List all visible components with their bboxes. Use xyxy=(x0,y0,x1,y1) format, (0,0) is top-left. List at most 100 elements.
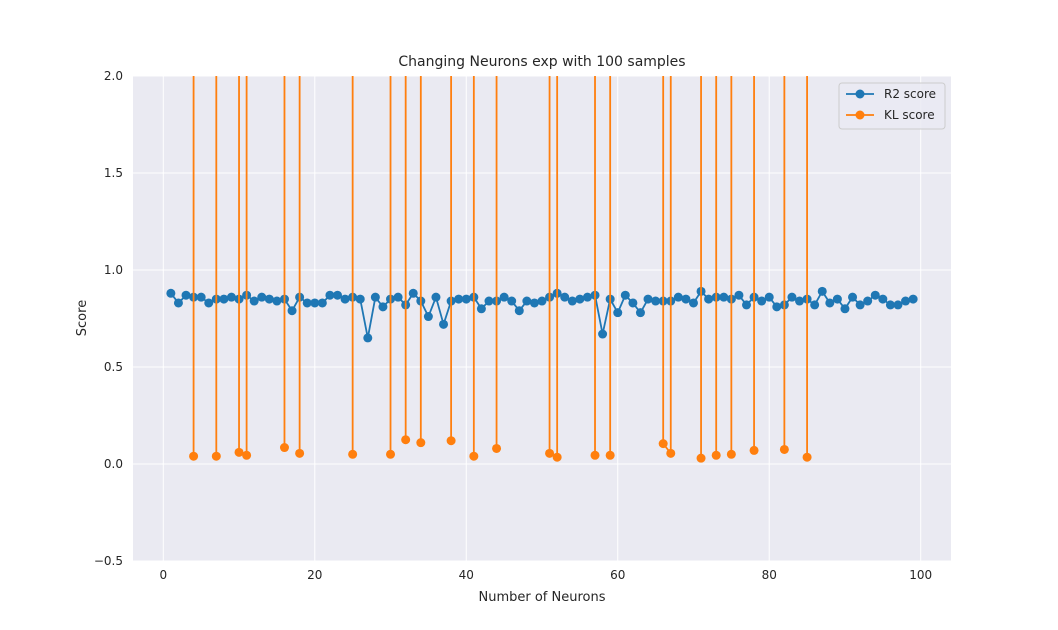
legend-label-kl: KL score xyxy=(884,108,935,122)
y-tick-label: −0.5 xyxy=(94,554,123,568)
r2-score-point xyxy=(605,294,615,304)
r2-score-point xyxy=(204,298,214,308)
r2-score-point xyxy=(734,290,744,300)
r2-score-point xyxy=(840,304,850,314)
r2-score-point xyxy=(416,296,426,306)
kl-score-point xyxy=(779,444,789,454)
r2-score-point xyxy=(393,292,403,302)
r2-score-point xyxy=(757,296,767,306)
grid xyxy=(133,75,951,562)
y-tick-label: 1.0 xyxy=(104,263,123,277)
r2-score-point xyxy=(711,292,721,302)
x-tick-label: 60 xyxy=(610,568,625,582)
r2-score-point xyxy=(431,292,441,302)
r2-score-point xyxy=(863,296,873,306)
r2-score-point xyxy=(378,302,388,312)
kl-score-point xyxy=(492,443,502,453)
r2-score-point xyxy=(279,294,289,304)
r2-score-point xyxy=(787,292,797,302)
r2-score-point xyxy=(492,296,502,306)
r2-score-point xyxy=(832,294,842,304)
r2-score-point xyxy=(499,292,509,302)
kl-score-point xyxy=(696,453,706,463)
r2-score-point xyxy=(408,288,418,298)
r2-score-point xyxy=(582,292,592,302)
r2-score-point xyxy=(242,290,252,300)
kl-score-point xyxy=(749,445,759,455)
r2-score-point xyxy=(363,333,373,343)
kl-score-point xyxy=(590,450,600,460)
kl-score-point xyxy=(446,436,456,446)
kl-score-point xyxy=(545,448,555,458)
r2-score-point xyxy=(704,294,714,304)
r2-score-point xyxy=(401,300,411,310)
kl-score-point xyxy=(242,450,252,460)
r2-score-point xyxy=(673,292,683,302)
y-tick-label: 0.0 xyxy=(104,457,123,471)
r2-score-point xyxy=(742,300,751,310)
r2-score-point xyxy=(764,292,774,302)
r2-score-point xyxy=(529,298,539,308)
r2-score-point xyxy=(196,292,206,302)
r2-score-point xyxy=(719,292,729,302)
r2-score-point xyxy=(423,312,433,322)
r2-score-point xyxy=(651,296,661,306)
r2-score-point xyxy=(620,290,630,300)
x-axis-label: Number of Neurons xyxy=(478,590,605,605)
r2-score-point xyxy=(461,294,471,304)
r2-score-point xyxy=(454,294,464,304)
r2-score-point xyxy=(598,329,608,339)
r2-score-point xyxy=(219,294,229,304)
x-ticks: 0 20 40 60 80 100 xyxy=(159,568,932,582)
r2-score-point xyxy=(469,292,479,302)
r2-score-point xyxy=(333,290,342,300)
kl-score-point xyxy=(605,450,615,460)
y-axis-label: Score xyxy=(75,300,90,336)
r2-score-point xyxy=(901,296,911,306)
kl-score-point xyxy=(552,452,562,462)
kl-score-point xyxy=(295,448,305,458)
kl-score-point xyxy=(726,449,736,459)
r2-score-point xyxy=(446,296,456,306)
kl-score-point xyxy=(211,451,221,461)
legend: R2 score KL score xyxy=(838,82,946,130)
r2-score-point xyxy=(257,292,267,302)
r2-score-point xyxy=(189,292,199,302)
legend-marker-r2 xyxy=(855,89,865,99)
x-tick-label: 80 xyxy=(762,568,777,582)
kl-score-point xyxy=(658,439,668,449)
r2-score-point xyxy=(514,306,524,316)
r2-score-point xyxy=(885,300,895,310)
r2-score-point xyxy=(226,292,236,302)
r2-score-point xyxy=(681,294,691,304)
r2-score-point xyxy=(302,298,312,308)
r2-score-point xyxy=(166,288,176,298)
r2-score-point xyxy=(878,294,888,304)
kl-score-point xyxy=(711,450,721,460)
r2-score-point xyxy=(848,292,858,302)
r2-score-point xyxy=(386,294,396,304)
r2-score-point xyxy=(560,292,570,302)
kl-score-point xyxy=(469,451,479,461)
r2-score-point xyxy=(795,296,805,306)
r2-score-point xyxy=(325,290,335,300)
kl-score-point xyxy=(416,438,426,448)
chart-title: Changing Neurons exp with 100 samples xyxy=(398,54,685,70)
r2-score-point xyxy=(287,306,297,316)
r2-score-point xyxy=(696,286,706,296)
r2-score-point xyxy=(688,298,698,308)
kl-score-point xyxy=(401,435,411,445)
r2-score-point xyxy=(249,296,259,306)
r2-score-point xyxy=(439,319,449,329)
r2-score-point xyxy=(810,300,820,310)
r2-score-point xyxy=(817,286,827,296)
r2-score-point xyxy=(173,298,183,308)
r2-score-point xyxy=(870,290,880,300)
r2-score-point xyxy=(181,290,191,300)
r2-score-point xyxy=(635,308,645,318)
kl-score-point xyxy=(234,447,244,457)
r2-score-point xyxy=(567,296,577,306)
x-tick-label: 40 xyxy=(459,568,474,582)
kl-score-point xyxy=(348,449,358,459)
